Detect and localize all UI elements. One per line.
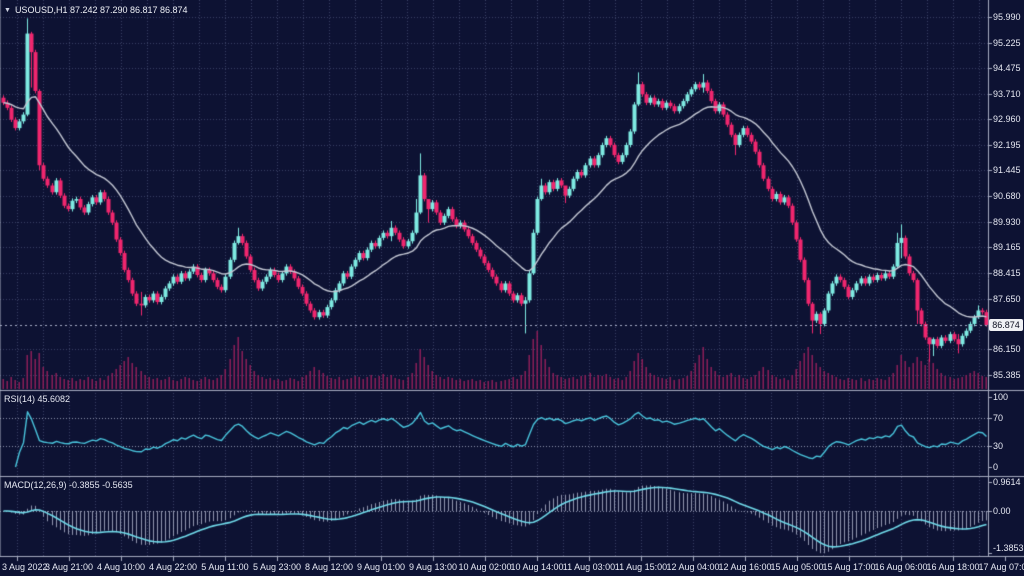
macd-values: -0.3855 -0.5635	[69, 480, 133, 490]
chart-title-text: USOUSD,H1 87.242 87.290 86.817 86.874	[14, 5, 188, 15]
price-axis-label: 95.990	[993, 12, 1021, 22]
time-axis-label: 12 Aug 04:00	[666, 562, 720, 572]
time-axis-label: 16 Aug 18:00	[926, 562, 980, 572]
time-axis-label: 10 Aug 02:00	[458, 562, 512, 572]
macd-axis-label: 0.9614	[993, 477, 1021, 488]
rsi-axis-label: 100	[993, 392, 1009, 402]
time-axis-label: 10 Aug 14:00	[510, 562, 564, 572]
time-axis-label: 5 Aug 23:00	[252, 562, 302, 572]
time-axis-label: 9 Aug 01:00	[356, 562, 406, 572]
macd-indicator-label: MACD(12,26,9) -0.3855 -0.5635	[4, 480, 133, 491]
time-axis-label: 4 Aug 10:00	[96, 562, 146, 572]
rsi-axis-label: 30	[993, 441, 1004, 451]
macd-axis-label: -1.3853	[993, 543, 1024, 553]
price-axis-label: 92.195	[993, 140, 1021, 151]
time-axis-label: 3 Aug 21:00	[44, 562, 94, 572]
price-axis-label: 88.415	[993, 267, 1021, 278]
time-axis-label: 11 Aug 03:00	[562, 562, 616, 572]
rsi-name: RSI(14)	[4, 394, 36, 404]
time-axis-label: 4 Aug 22:00	[148, 562, 198, 572]
time-axis-label: 8 Aug 12:00	[304, 562, 354, 572]
time-axis-label: 11 Aug 15:00	[614, 562, 668, 572]
rsi-axis-label: 0	[993, 462, 999, 472]
time-axis-label: 9 Aug 13:00	[408, 562, 458, 572]
rsi-indicator-label: RSI(14) 45.6082	[4, 394, 70, 405]
time-axis-label: 16 Aug 06:00	[874, 562, 928, 572]
chart-title: ▼ USOUSD,H1 87.242 87.290 86.817 86.874	[4, 5, 188, 16]
price-axis-label: 90.680	[993, 191, 1021, 202]
current-price-badge: 86.874	[989, 318, 1023, 331]
price-axis-label: 86.150	[993, 344, 1021, 355]
price-axis-label: 85.385	[993, 370, 1021, 381]
rsi-value: 45.6082	[37, 394, 71, 404]
time-axis-label: 15 Aug 05:00	[770, 562, 824, 572]
price-axis-label: 89.930	[993, 216, 1021, 227]
collapse-triangle-icon[interactable]: ▼	[4, 7, 11, 14]
rsi-axis-label: 70	[993, 413, 1004, 423]
price-axis-label: 94.475	[993, 63, 1021, 74]
price-axis-label: 87.650	[993, 293, 1021, 304]
price-axis-label: 95.225	[993, 37, 1021, 48]
time-axis-label: 3 Aug 2022	[2, 562, 48, 572]
price-axis-label: 92.960	[993, 114, 1021, 125]
macd-name: MACD(12,26,9)	[4, 480, 67, 490]
macd-axis-label: 0.00	[993, 506, 1011, 516]
price-axis-label: 91.445	[993, 165, 1021, 176]
time-axis-label: 12 Aug 16:00	[718, 562, 772, 572]
time-axis-label: 5 Aug 11:00	[201, 562, 249, 572]
price-axis-label: 93.710	[993, 88, 1021, 99]
time-axis-label: 15 Aug 17:00	[822, 562, 876, 572]
price-axis-label: 89.165	[993, 242, 1021, 253]
time-axis-label: 17 Aug 07:00	[978, 562, 1024, 572]
